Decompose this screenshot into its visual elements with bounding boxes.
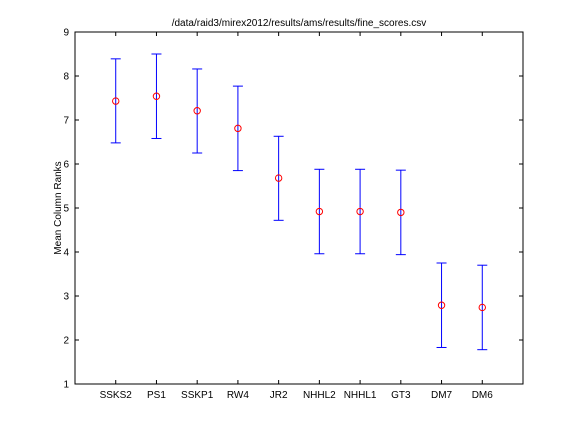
x-tick-label: NHHL2 [303,390,336,401]
mean-point [112,97,120,105]
mean-point [315,207,324,216]
x-tick-label: JR2 [270,390,288,401]
y-tick-label: 8 [63,72,69,83]
x-tick-label: NHHL1 [344,390,377,401]
marks-layer [110,53,488,351]
x-tick-label: SSKP1 [181,390,214,401]
y-tick-label: 7 [63,116,69,127]
x-tick-label: DM6 [472,390,494,401]
chart-title: /data/raid3/mirex2012/results/ams/result… [172,18,427,29]
y-tick-label: 6 [63,160,69,171]
y-tick-label: 3 [63,292,69,303]
y-axis-label: Mean Column Ranks [53,161,64,254]
y-tick-label: 1 [63,380,69,391]
y-tick-label: 2 [63,336,69,347]
mean-point [478,303,486,312]
mean-point [274,174,283,182]
mean-point [234,124,242,133]
ticks-layer: 1 2 3 4 5 6 7 8 9 SSKS2 PS1 SSKP1 RW4 JR2 NHHL2 NHHL1 GT… [63,28,523,401]
plot-area [74,31,524,385]
x-tick-label: SSKS2 [100,390,133,401]
mean-point [356,207,364,216]
y-tick-label: 5 [63,204,69,215]
mean-point [152,92,161,100]
x-tick-label: PS1 [147,390,166,401]
mean-point [193,107,201,115]
x-tick-label: RW4 [227,390,249,401]
mean-point [437,301,446,309]
y-tick-label: 4 [63,248,69,259]
x-tick-label: GT3 [391,390,411,401]
mean-point [397,208,405,217]
x-tick-label: DM7 [431,390,453,401]
y-tick-label: 9 [63,28,69,39]
